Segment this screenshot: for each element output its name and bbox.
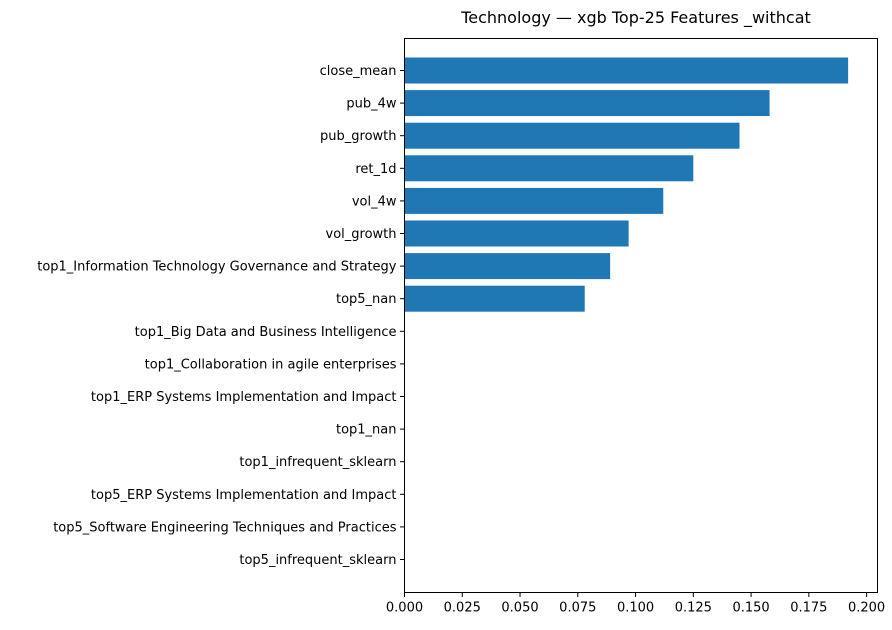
bar [404, 285, 585, 312]
x-tick-label: 0.025 [444, 601, 481, 616]
plot-frame [404, 38, 878, 593]
y-tick-label: top1_Collaboration in agile enterprises [145, 357, 397, 372]
chart-title: Technology — xgb Top-25 Features _withca… [460, 8, 811, 28]
bar [404, 122, 740, 149]
y-tick-label: top1_Information Technology Governance a… [37, 260, 397, 275]
bar [404, 253, 611, 280]
bars-group [404, 57, 849, 312]
x-tick-label: 0.050 [501, 601, 538, 616]
bar [404, 220, 629, 247]
y-tick-label: top1_Big Data and Business Intelligence [135, 325, 397, 340]
x-tick-label: 0.150 [732, 601, 769, 616]
y-tick-label: pub_growth [320, 129, 396, 144]
y-tick-label: top5_ERP Systems Implementation and Impa… [91, 488, 397, 503]
y-tick-label: top5_infrequent_sklearn [239, 553, 396, 568]
bar [404, 187, 664, 214]
y-tick-label: top5_Software Engineering Techniques and… [53, 520, 397, 535]
y-axis-ticks: close_mean pub_4w pub_growth ret_1d vol_4wvo… [37, 64, 405, 568]
y-tick-label: pub_4w [346, 97, 397, 112]
x-axis-ticks: 0.000 0.025 0.050 0.075 0.100 0.125 0.150 0.175… [386, 592, 885, 616]
x-tick-label: 0.000 [386, 601, 423, 616]
y-tick-label: vol_growth [326, 227, 397, 242]
x-tick-label: 0.125 [675, 601, 712, 616]
y-tick-label: vol_4w [352, 194, 397, 209]
bar [404, 57, 849, 84]
x-tick-label: 0.075 [559, 601, 596, 616]
x-tick-label: 0.175 [790, 601, 827, 616]
y-tick-label: close_mean [320, 64, 397, 79]
y-tick-label: top1_infrequent_sklearn [239, 455, 396, 470]
y-tick-label: top5_nan [336, 292, 397, 307]
x-tick-label: 0.200 [848, 601, 885, 616]
y-tick-label: top1_ERP Systems Implementation and Impa… [91, 390, 397, 405]
y-tick-label: top1_nan [336, 423, 397, 438]
bar [404, 90, 770, 117]
y-tick-label: ret_1d [355, 162, 396, 177]
x-tick-label: 0.100 [617, 601, 654, 616]
bar [404, 155, 694, 182]
